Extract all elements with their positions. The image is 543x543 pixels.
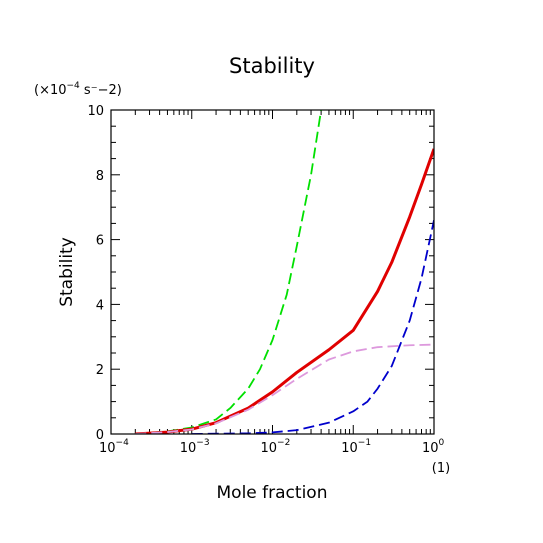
x-tick-exponent: 0 xyxy=(439,438,445,448)
x-tick-label: 10−3 xyxy=(180,438,210,456)
x-tick-exponent: −2 xyxy=(277,438,290,448)
y-tick-label: 4 xyxy=(96,298,104,313)
x-tick-label: 10−4 xyxy=(99,438,129,456)
y-tick-label: 2 xyxy=(96,363,104,378)
y-tick-label: 6 xyxy=(96,234,104,249)
series-line-1 xyxy=(135,110,323,434)
x-tick-label: 10−1 xyxy=(341,438,371,456)
y-axis-label: Stability xyxy=(57,237,77,307)
x-tick-exponent: −1 xyxy=(358,438,371,448)
x-axis-label: Mole fraction xyxy=(217,483,328,503)
x-tick-base: 10 xyxy=(261,441,278,456)
series-layer xyxy=(135,110,434,434)
x-unit-label: (1) xyxy=(432,461,450,476)
x-tick-labels: 10−4 10−3 10−2 10−1 100 xyxy=(99,438,445,456)
x-tick-exponent: −4 xyxy=(116,438,130,448)
x-tick-label: 100 xyxy=(422,438,445,456)
x-tick-base: 10 xyxy=(180,441,197,456)
series-line-2 xyxy=(135,148,434,434)
x-tick-base: 10 xyxy=(99,441,116,456)
x-tick-base: 10 xyxy=(422,441,439,456)
y-unit-label: (×10−4 s⁻−2) xyxy=(34,81,122,98)
x-tick-label: 10−2 xyxy=(261,438,291,456)
y-tick-label: 0 xyxy=(96,428,104,443)
x-tick-exponent: −3 xyxy=(196,438,209,448)
y-unit-suffix: s⁻−2) xyxy=(80,83,122,98)
chart-title: Stability xyxy=(229,54,315,78)
series-line-3 xyxy=(135,343,434,434)
plot-frame xyxy=(110,109,435,435)
y-unit-exponent: −4 xyxy=(67,81,81,91)
y-tick-label: 10 xyxy=(87,104,104,119)
y-tick-labels: 0 2 4 6 8 10 xyxy=(87,104,104,443)
series-line-4 xyxy=(191,219,434,434)
y-unit-prefix: (×10 xyxy=(34,83,67,98)
x-tick-base: 10 xyxy=(341,441,358,456)
y-tick-label: 8 xyxy=(96,169,104,184)
